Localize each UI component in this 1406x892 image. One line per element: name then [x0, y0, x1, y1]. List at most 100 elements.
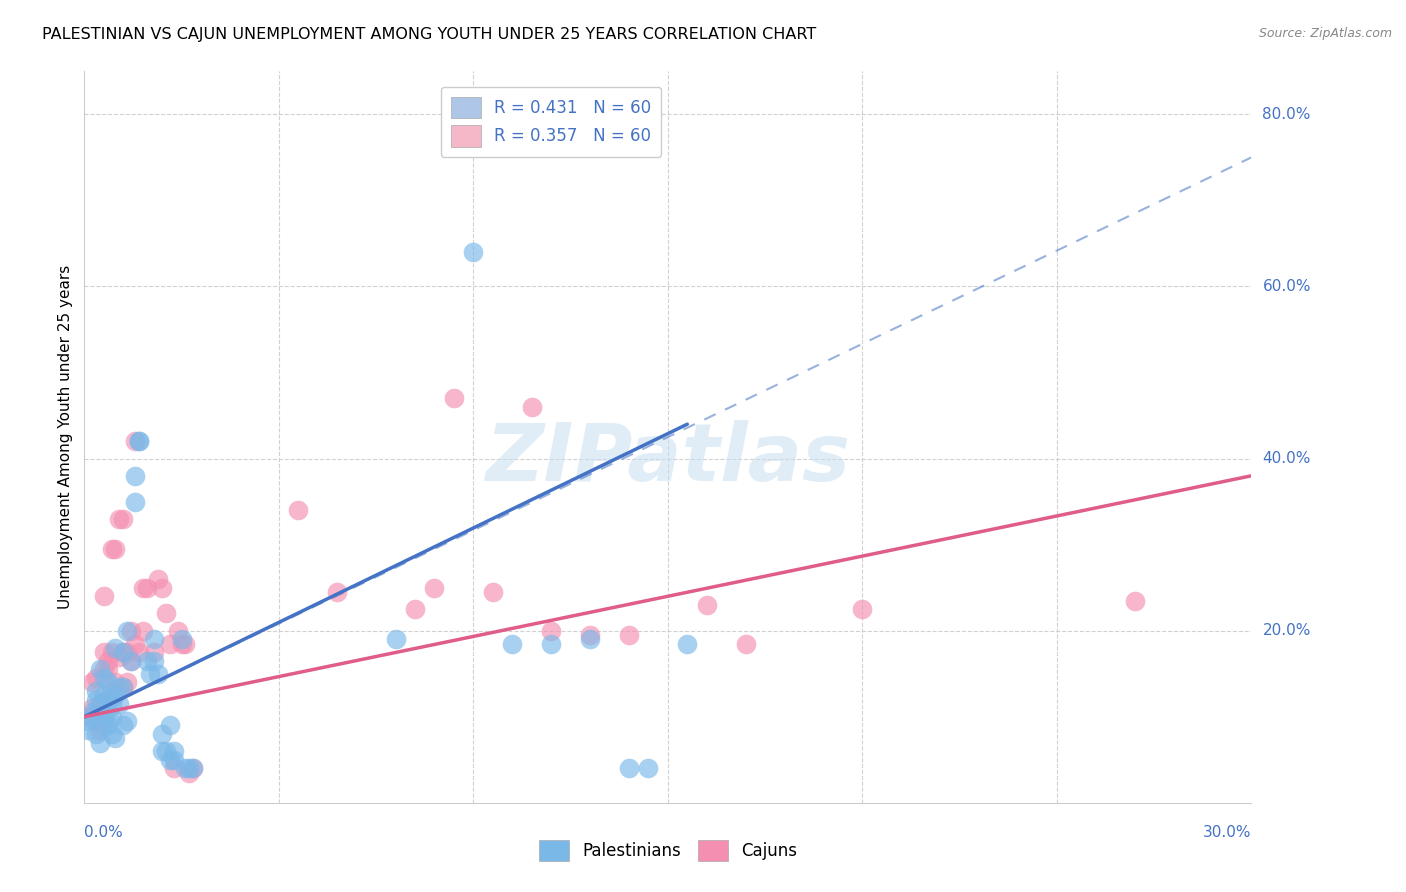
- Point: [139, 666, 162, 681]
- Point: [155, 607, 177, 621]
- Point: [135, 654, 157, 668]
- Point: [82, 710, 104, 724]
- Point: [120, 654, 142, 668]
- Point: [84, 692, 107, 706]
- Point: [104, 675, 127, 690]
- Point: [150, 727, 173, 741]
- Point: [112, 645, 135, 659]
- Point: [84, 684, 107, 698]
- Point: [851, 602, 873, 616]
- Point: [132, 581, 155, 595]
- Point: [115, 675, 138, 690]
- Point: [163, 761, 186, 775]
- Point: [501, 637, 523, 651]
- Point: [540, 624, 562, 638]
- Point: [174, 637, 197, 651]
- Point: [181, 761, 204, 775]
- Point: [77, 723, 100, 737]
- Point: [104, 640, 127, 655]
- Point: [108, 649, 131, 664]
- Point: [287, 503, 309, 517]
- Point: [93, 718, 115, 732]
- Point: [143, 632, 166, 647]
- Point: [100, 710, 122, 724]
- Point: [617, 628, 640, 642]
- Point: [104, 731, 127, 746]
- Point: [128, 645, 150, 659]
- Point: [128, 434, 150, 449]
- Point: [104, 688, 127, 702]
- Point: [93, 697, 115, 711]
- Text: ZIPatlas: ZIPatlas: [485, 420, 851, 498]
- Point: [159, 637, 181, 651]
- Point: [579, 628, 602, 642]
- Point: [1123, 593, 1146, 607]
- Point: [128, 434, 150, 449]
- Point: [77, 714, 100, 728]
- Point: [97, 662, 120, 676]
- Point: [100, 697, 122, 711]
- Point: [97, 706, 120, 720]
- Point: [84, 714, 107, 728]
- Point: [100, 727, 122, 741]
- Text: Source: ZipAtlas.com: Source: ZipAtlas.com: [1258, 27, 1392, 40]
- Point: [124, 468, 146, 483]
- Point: [89, 697, 111, 711]
- Point: [112, 718, 135, 732]
- Point: [108, 697, 131, 711]
- Text: 60.0%: 60.0%: [1263, 279, 1310, 294]
- Point: [89, 723, 111, 737]
- Point: [93, 589, 115, 603]
- Point: [181, 761, 204, 775]
- Point: [93, 688, 115, 702]
- Point: [93, 662, 115, 676]
- Point: [97, 654, 120, 668]
- Point: [148, 572, 170, 586]
- Legend: Palestinians, Cajuns: Palestinians, Cajuns: [531, 833, 804, 868]
- Point: [77, 710, 100, 724]
- Point: [124, 434, 146, 449]
- Text: 80.0%: 80.0%: [1263, 107, 1310, 122]
- Point: [143, 645, 166, 659]
- Point: [135, 581, 157, 595]
- Point: [97, 675, 120, 690]
- Point: [520, 400, 543, 414]
- Point: [124, 494, 146, 508]
- Point: [89, 697, 111, 711]
- Point: [93, 710, 115, 724]
- Point: [112, 680, 135, 694]
- Point: [179, 761, 201, 775]
- Point: [150, 581, 173, 595]
- Point: [170, 637, 193, 651]
- Point: [120, 654, 142, 668]
- Text: 30.0%: 30.0%: [1204, 825, 1251, 839]
- Point: [104, 541, 127, 556]
- Point: [163, 744, 186, 758]
- Point: [734, 637, 756, 651]
- Point: [100, 541, 122, 556]
- Point: [115, 645, 138, 659]
- Point: [132, 624, 155, 638]
- Point: [97, 692, 120, 706]
- Point: [89, 662, 111, 676]
- Point: [423, 581, 446, 595]
- Point: [159, 753, 181, 767]
- Point: [179, 765, 201, 780]
- Point: [84, 671, 107, 685]
- Text: 40.0%: 40.0%: [1263, 451, 1310, 467]
- Point: [100, 645, 122, 659]
- Text: PALESTINIAN VS CAJUN UNEMPLOYMENT AMONG YOUTH UNDER 25 YEARS CORRELATION CHART: PALESTINIAN VS CAJUN UNEMPLOYMENT AMONG …: [42, 27, 817, 42]
- Point: [150, 744, 173, 758]
- Point: [97, 692, 120, 706]
- Point: [404, 602, 426, 616]
- Point: [155, 744, 177, 758]
- Point: [696, 598, 718, 612]
- Point: [159, 718, 181, 732]
- Point: [637, 761, 659, 775]
- Point: [82, 675, 104, 690]
- Text: 20.0%: 20.0%: [1263, 624, 1310, 638]
- Point: [148, 666, 170, 681]
- Point: [676, 637, 699, 651]
- Point: [443, 392, 465, 406]
- Point: [166, 624, 188, 638]
